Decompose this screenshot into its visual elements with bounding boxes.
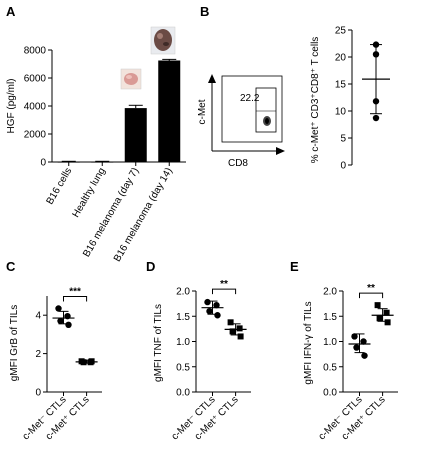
- data-point: [360, 338, 367, 345]
- data-point: [372, 41, 380, 48]
- significance-label: **: [367, 283, 375, 294]
- y-tick-label: 1.0: [176, 337, 190, 348]
- ifng-chart: gMFI IFN-γ of TILs 0.00.51.01.52.0 **c-Me…: [303, 283, 398, 442]
- grb-chart: gMFI GrB of TILs 024***c-Met⁻ CTLsc-Met⁺…: [9, 286, 102, 442]
- data-point: [88, 358, 95, 365]
- gate-percentage: 22.2: [240, 93, 260, 104]
- y-tick-label: 2.0: [176, 287, 190, 298]
- y-tick-label: 0.0: [176, 388, 190, 399]
- tnf-chart: gMFI TNF of TILs 0.00.51.01.52.0**c-Met⁻…: [153, 279, 251, 442]
- y-tick-label: 4: [35, 311, 41, 322]
- y-tick-label: 0.5: [176, 362, 190, 373]
- y-tick-label: 4000: [24, 102, 47, 113]
- data-point: [227, 319, 234, 326]
- y-tick-label: 15: [335, 80, 347, 91]
- data-point: [372, 51, 380, 58]
- data-point: [55, 305, 62, 312]
- x-tick-label: Healthy lung: [71, 166, 108, 220]
- flow-y-label: c-Met: [197, 99, 208, 124]
- data-point: [383, 309, 390, 316]
- data-point: [80, 359, 87, 366]
- significance-bracket: [359, 292, 384, 299]
- cell-population-core: [265, 118, 269, 124]
- significance-label: ***: [69, 286, 81, 297]
- y-tick-label: 1.5: [176, 312, 190, 323]
- data-point: [384, 319, 391, 326]
- data-point: [229, 328, 236, 335]
- y-tick-label: 0: [35, 388, 41, 399]
- y-tick-label: 0: [340, 161, 346, 172]
- data-point: [206, 308, 213, 315]
- y-axis-label: gMFI TNF of TILs: [153, 304, 164, 382]
- data-point: [204, 298, 211, 306]
- tumor-photo-day7: [120, 68, 142, 90]
- y-tick-label: 6000: [24, 74, 47, 85]
- tumor-photo-day14: [150, 26, 176, 55]
- flow-cytometry-plot: c-Met CD8 22.2: [197, 74, 285, 169]
- y-tick-label: 5: [340, 134, 346, 145]
- y-axis-label: gMFI GrB of TILs: [9, 305, 20, 382]
- data-point: [353, 344, 360, 351]
- y-tick-label: 0.5: [323, 362, 337, 373]
- y-tick-label: 1.0: [323, 337, 337, 348]
- y-axis-label: gMFI IFN-γ of TILs: [303, 301, 314, 384]
- flow-y-arrow: [208, 74, 216, 83]
- data-point: [372, 98, 380, 105]
- data-point: [237, 333, 244, 340]
- data-point: [374, 302, 381, 309]
- y-tick-label: 8000: [24, 46, 47, 57]
- gate: [255, 87, 277, 133]
- panel-label-c: C: [6, 259, 16, 274]
- significance-label: **: [220, 279, 228, 290]
- data-point: [361, 352, 368, 359]
- panel-label-a: A: [6, 4, 16, 19]
- flow-x-arrow: [276, 147, 285, 155]
- data-point: [351, 333, 358, 340]
- panel-label-d: D: [146, 259, 155, 274]
- y-tick-label: 20: [335, 53, 347, 64]
- y-tick-label: 2: [35, 349, 41, 360]
- panel-label-e: E: [290, 259, 299, 274]
- y-tick-label: 1.5: [323, 312, 337, 323]
- y-tick-label: 2.0: [323, 287, 337, 298]
- flow-plot-frame: [221, 75, 283, 143]
- y-tick-label: 0: [40, 158, 46, 169]
- y-axis-label: % c-Met⁺ CD3⁺CD8⁺ T cells: [310, 37, 321, 164]
- cmet-percentage-chart: % c-Met⁺ CD3⁺CD8⁺ T cells 0 5 10 15 20 25: [310, 26, 390, 172]
- y-axis-label: HGF (pg/ml): [6, 79, 17, 134]
- data-point: [376, 315, 383, 322]
- x-tick-label: B16 cells: [45, 166, 75, 207]
- significance-bracket: [63, 295, 88, 302]
- panel-label-b: B: [200, 4, 209, 19]
- data-point: [64, 312, 71, 320]
- significance-bracket: [212, 288, 237, 295]
- flow-x-label: CD8: [228, 158, 248, 169]
- bar: [158, 60, 181, 162]
- data-point: [236, 325, 243, 332]
- data-point: [57, 317, 64, 325]
- x-tick-label: B16 melanoma (day 14): [112, 166, 175, 264]
- data-point: [213, 301, 220, 309]
- data-point: [214, 312, 221, 319]
- bar: [124, 108, 147, 162]
- y-tick-label: 25: [335, 26, 347, 37]
- y-tick-label: 2000: [24, 130, 47, 141]
- data-point: [65, 321, 72, 328]
- y-tick-label: 10: [335, 107, 347, 118]
- hgf-bar-chart: HGF (pg/ml) 0 2000 4000 6000 8000 B16 cellsH…: [6, 26, 186, 264]
- y-tick-label: 0.0: [323, 388, 337, 399]
- data-point: [372, 114, 380, 122]
